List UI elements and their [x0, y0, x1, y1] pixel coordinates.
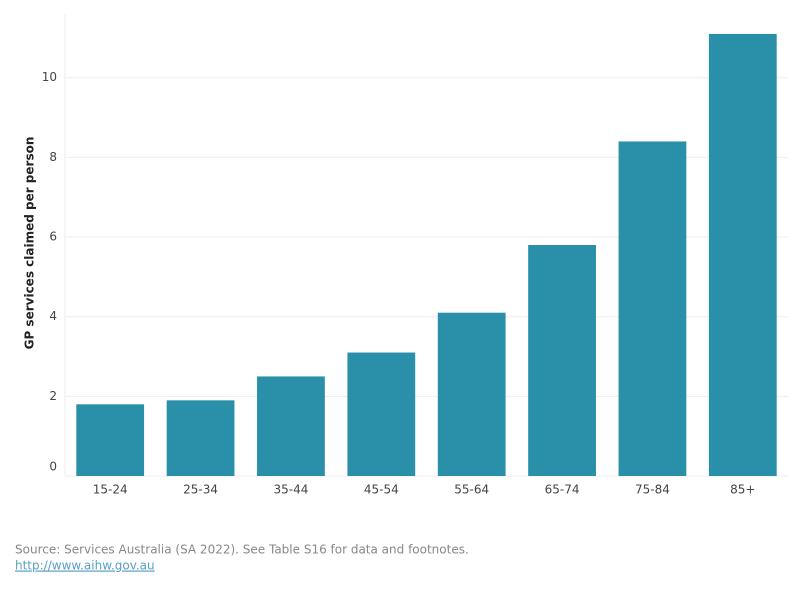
x-tick-label: 15-24: [93, 483, 128, 497]
x-tick-label: 65-74: [545, 483, 580, 497]
x-tick-label: 55-64: [454, 483, 489, 497]
bar: [76, 404, 145, 476]
x-tick-label: 35-44: [274, 483, 309, 497]
bar: [528, 245, 596, 476]
source-note: Source: Services Australia (SA 2022). Se…: [15, 543, 469, 557]
bar: [618, 141, 687, 476]
bar: [257, 376, 325, 476]
y-tick-label: 2: [49, 389, 57, 403]
bar: [437, 312, 506, 476]
y-axis-label: GP services claimed per person: [23, 137, 37, 350]
x-tick-label: 75-84: [635, 483, 670, 497]
y-tick-label: 6: [49, 230, 57, 244]
bar: [347, 352, 416, 476]
x-tick-label: 45-54: [364, 483, 399, 497]
y-tick-label: 4: [49, 309, 57, 323]
x-tick-label: 85+: [730, 483, 755, 497]
y-tick-label: 10: [42, 70, 57, 84]
bar: [166, 400, 235, 476]
y-tick-label: 8: [49, 150, 57, 164]
y-tick-label: 0: [49, 460, 57, 474]
bar: [708, 33, 777, 477]
x-tick-label: 25-34: [183, 483, 218, 497]
source-link[interactable]: http://www.aihw.gov.au: [15, 559, 155, 573]
